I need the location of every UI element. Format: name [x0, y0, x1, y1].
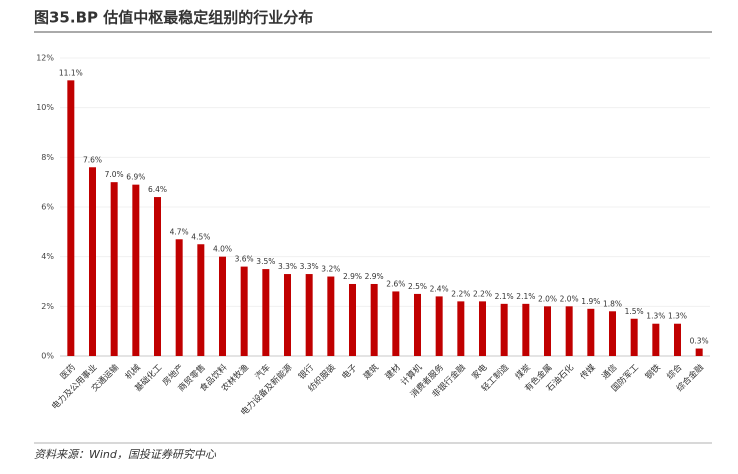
bar [392, 291, 400, 356]
bar [89, 167, 96, 356]
bar [175, 239, 183, 356]
bar [67, 80, 75, 356]
value-label: 3.6% [235, 255, 254, 264]
value-label: 3.5% [256, 257, 275, 266]
x-tick-label: 传媒 [578, 362, 598, 382]
bar [674, 323, 681, 356]
chart-title: 图35.BP 估值中枢最稳定组别的行业分布 [34, 9, 313, 27]
value-label: 7.6% [83, 155, 102, 164]
value-label: 7.0% [105, 170, 124, 179]
value-label: 4.7% [170, 227, 189, 236]
x-tick-label: 医药 [58, 362, 78, 382]
bar [435, 296, 443, 356]
bar [587, 308, 595, 356]
bar [349, 283, 356, 356]
bar [609, 311, 616, 356]
value-label: 6.4% [148, 185, 167, 194]
value-label: 2.0% [538, 294, 557, 303]
x-tick-label: 建筑 [361, 362, 381, 382]
y-tick-label: 6% [41, 203, 54, 212]
x-tick-label: 电子 [340, 362, 360, 382]
value-label: 3.2% [321, 265, 340, 274]
bar [457, 301, 465, 356]
value-label: 2.9% [343, 272, 362, 281]
bar [219, 256, 226, 356]
y-tick-label: 0% [41, 352, 54, 361]
bar [327, 276, 335, 356]
value-label: 0.3% [690, 337, 709, 346]
bar [479, 301, 486, 356]
value-label: 2.6% [386, 279, 405, 288]
value-label: 2.1% [516, 292, 535, 301]
x-tick-label: 钢铁 [643, 362, 663, 382]
value-label: 2.2% [473, 289, 492, 298]
bar [630, 318, 638, 356]
bar [414, 293, 421, 356]
bar [652, 323, 660, 356]
bar [500, 303, 508, 356]
value-label: 4.0% [213, 245, 232, 254]
bar [197, 244, 205, 356]
y-tick-label: 10% [36, 103, 54, 112]
bar [262, 269, 270, 356]
x-tick-label: 汽车 [253, 362, 273, 382]
bar [154, 197, 161, 356]
bar [370, 283, 378, 356]
y-tick-label: 8% [41, 153, 54, 162]
y-tick-label: 4% [41, 252, 54, 261]
bar [522, 303, 530, 356]
bar [240, 266, 248, 356]
bar [565, 306, 573, 356]
value-label: 6.9% [126, 173, 145, 182]
value-label: 3.3% [278, 262, 297, 271]
value-label: 1.5% [625, 307, 644, 316]
value-label: 3.3% [300, 262, 319, 271]
value-label: 4.5% [191, 232, 210, 241]
y-tick-label: 12% [36, 54, 54, 63]
value-label: 1.3% [646, 312, 665, 321]
bar [305, 274, 313, 356]
value-label: 2.1% [495, 292, 514, 301]
value-label: 11.1% [59, 68, 83, 77]
source-note: 资料来源：Wind，国投证券研究中心 [34, 448, 217, 461]
value-label: 2.5% [408, 282, 427, 291]
value-label: 2.0% [560, 294, 579, 303]
value-label: 1.9% [581, 297, 600, 306]
value-label: 2.4% [430, 284, 449, 293]
bar [284, 274, 291, 356]
value-label: 1.8% [603, 299, 622, 308]
value-label: 2.9% [365, 272, 384, 281]
value-label: 2.2% [451, 289, 470, 298]
y-tick-label: 2% [41, 302, 54, 311]
bar [132, 184, 140, 356]
bar [110, 182, 118, 356]
value-label: 1.3% [668, 312, 687, 321]
bar [544, 306, 551, 356]
bar [695, 348, 703, 356]
